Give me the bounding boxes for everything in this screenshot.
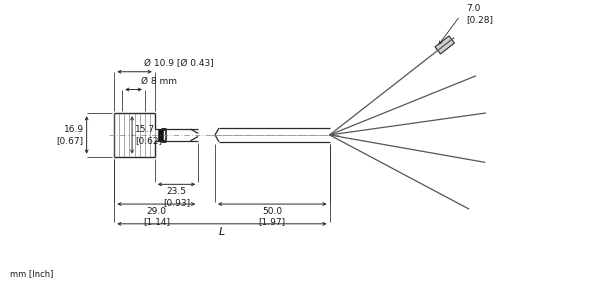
Text: 7.0
[0.28]: 7.0 [0.28] [466,4,493,24]
Text: Ø 10.9 [Ø 0.43]: Ø 10.9 [Ø 0.43] [145,59,214,68]
Polygon shape [435,36,454,54]
Text: mm [Inch]: mm [Inch] [9,269,53,278]
Text: 29.0
[1.14]: 29.0 [1.14] [143,207,170,226]
Text: L: L [219,227,225,237]
Text: 16.9
[0.67]: 16.9 [0.67] [57,125,84,145]
Text: 23.5
[0.93]: 23.5 [0.93] [163,187,190,207]
Text: 15.7
[0.62]: 15.7 [0.62] [135,125,162,145]
Text: 50.0
[1.97]: 50.0 [1.97] [259,207,286,226]
Text: Ø 8 mm: Ø 8 mm [142,77,178,86]
